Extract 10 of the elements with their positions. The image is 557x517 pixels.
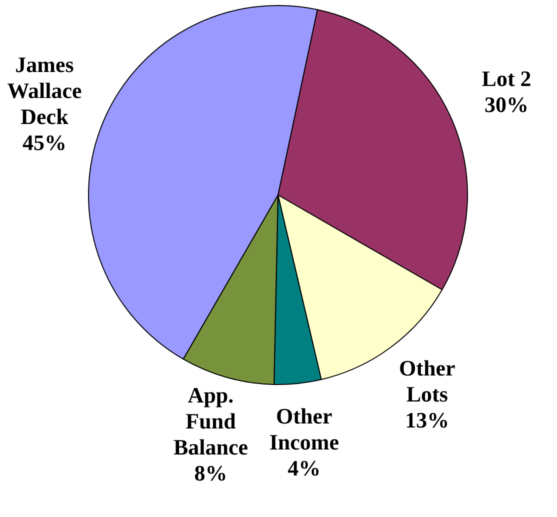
slice-label: James Wallace Deck (7, 52, 82, 130)
data-label: 4% (288, 455, 321, 480)
data-label: 8% (194, 460, 228, 486)
slice-label: Other Income (269, 403, 340, 454)
data-label: 30% (484, 92, 529, 117)
slice-label: Other Lots (399, 356, 456, 407)
slice-label: Lot 2 (482, 66, 532, 91)
slice-label: App. Fund Balance (173, 382, 248, 460)
data-label: 13% (405, 408, 450, 433)
data-label: 45% (22, 130, 66, 156)
